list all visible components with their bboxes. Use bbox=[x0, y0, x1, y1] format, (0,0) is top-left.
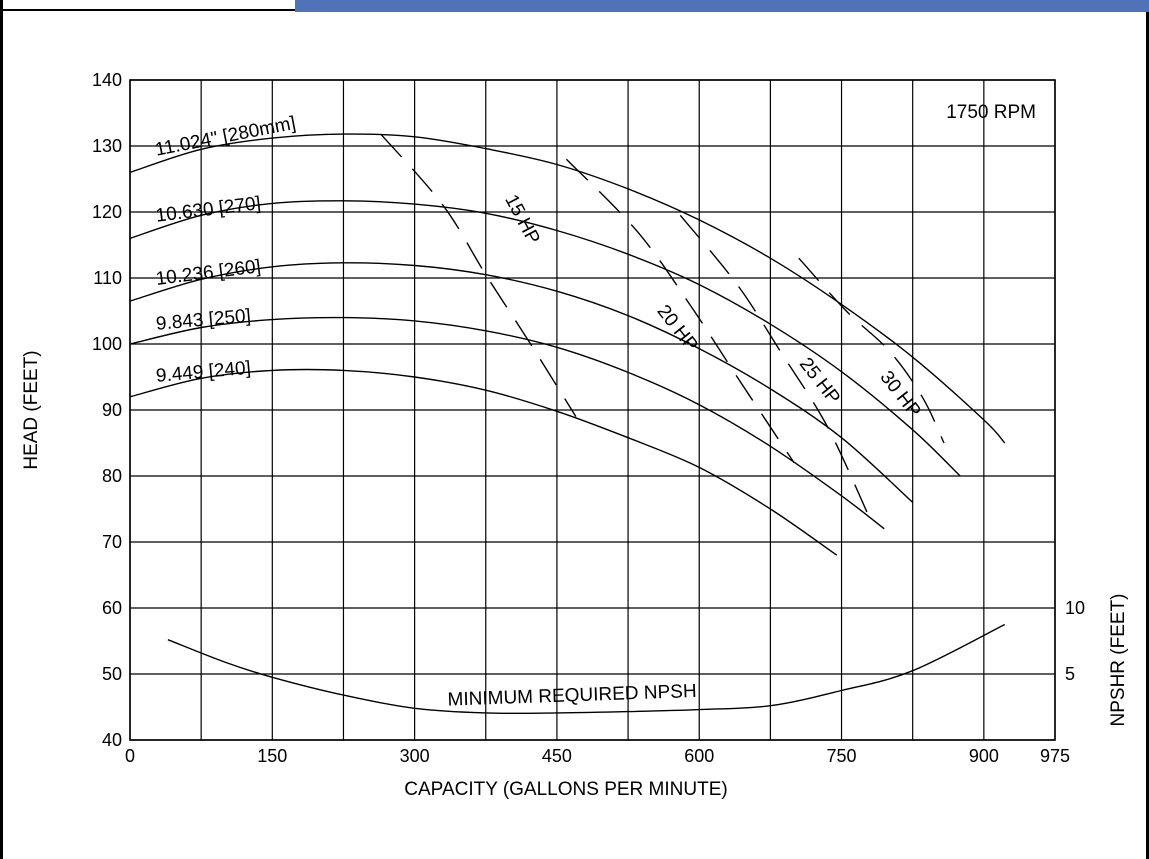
y2-tick-label: 5 bbox=[1065, 664, 1075, 684]
x-tick-label: 450 bbox=[542, 746, 572, 766]
hp-curve bbox=[679, 214, 871, 520]
impeller-curve bbox=[129, 262, 914, 503]
impeller-curve bbox=[129, 316, 885, 530]
rpm-annotation: 1750 RPM bbox=[946, 102, 1036, 123]
x-tick-label: 150 bbox=[257, 746, 287, 766]
x-tick-label: 750 bbox=[827, 746, 857, 766]
x-tick-label: 0 bbox=[125, 746, 135, 766]
npsh-curve bbox=[167, 623, 1006, 715]
y2-tick-label: 10 bbox=[1065, 598, 1085, 618]
y-tick-label: 130 bbox=[92, 136, 122, 156]
hp-curve bbox=[380, 134, 577, 417]
y-tick-label: 100 bbox=[92, 334, 122, 354]
plot-border bbox=[129, 79, 1056, 741]
top-rule bbox=[0, 9, 295, 11]
hp-curve-label: 30 HP bbox=[876, 367, 925, 422]
y-tick-label: 40 bbox=[102, 730, 122, 750]
hp-curve-label: 20 HP bbox=[653, 301, 702, 356]
x-axis-label: CAPACITY (GALLONS PER MINUTE) bbox=[404, 779, 727, 800]
y-tick-label: 120 bbox=[92, 202, 122, 222]
impeller-curve bbox=[129, 200, 961, 477]
y-tick-label: 50 bbox=[102, 664, 122, 684]
y-tick-label: 90 bbox=[102, 400, 122, 420]
curves: 11.024" [280mm] 10.630 [270] 10.236 [260] 9… bbox=[129, 113, 1006, 715]
x-tick-label: 600 bbox=[684, 746, 714, 766]
impeller-curve bbox=[129, 133, 1006, 444]
y2-axis-label: NPSHR (FEET) bbox=[1108, 594, 1129, 727]
hp-curve-label: 15 HP bbox=[500, 191, 543, 247]
impeller-curve-label: 10.236 [260] bbox=[155, 256, 262, 290]
hp-curve-label: 25 HP bbox=[795, 354, 844, 409]
x-tick-label: 900 bbox=[969, 746, 999, 766]
y-tick-label: 110 bbox=[93, 268, 122, 288]
impeller-curve-label: 10.630 [270] bbox=[155, 193, 262, 227]
header-band bbox=[295, 0, 1149, 12]
y-tick-label: 70 bbox=[102, 532, 122, 552]
x-tick-label: 975 bbox=[1040, 746, 1070, 766]
y-tick-label: 140 bbox=[92, 70, 122, 90]
y-axis-label: HEAD (FEET) bbox=[21, 350, 42, 469]
y-tick-label: 60 bbox=[102, 598, 122, 618]
tick-labels: 0 150 300 450 600 750 900 975 40 50 60 70 80 90 100 110… bbox=[92, 70, 1085, 766]
impeller-curve-label: 11.024" [280mm] bbox=[154, 113, 298, 161]
x-tick-label: 300 bbox=[400, 746, 430, 766]
hp-curve bbox=[798, 257, 945, 444]
impeller-curve bbox=[129, 368, 838, 556]
npsh-curve-label: MINIMUM REQUIRED NPSH bbox=[447, 681, 697, 711]
y-tick-label: 80 bbox=[102, 466, 122, 486]
hp-curve bbox=[565, 158, 795, 464]
impeller-curve-label: 9.449 [240] bbox=[155, 358, 252, 387]
impeller-curve-label: 9.843 [250] bbox=[155, 306, 252, 335]
grid bbox=[129, 79, 1056, 741]
